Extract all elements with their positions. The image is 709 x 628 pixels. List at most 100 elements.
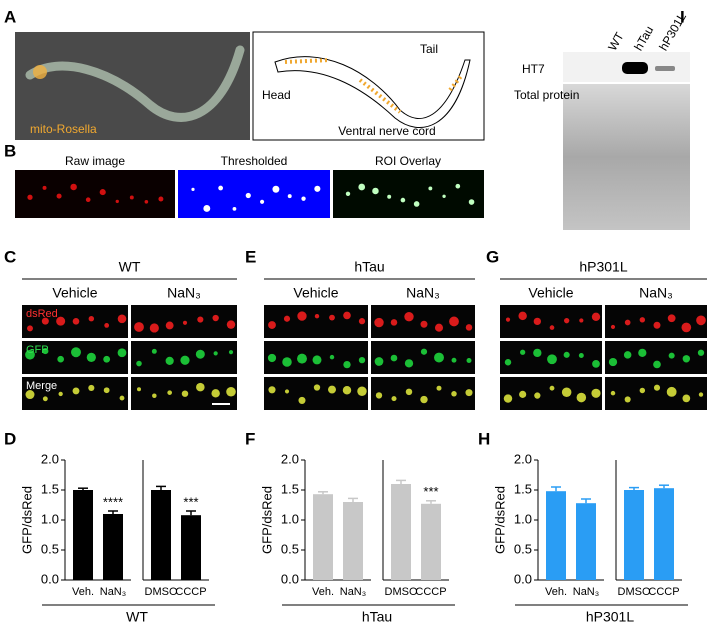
signal <box>57 355 64 363</box>
x-tick-label: DMSO <box>385 586 418 598</box>
roi-dot <box>27 194 33 200</box>
label-cord: Ventral nerve cord <box>338 124 435 138</box>
micro-image <box>264 305 368 338</box>
signal <box>420 348 428 355</box>
signal <box>71 347 81 358</box>
signal <box>103 355 111 363</box>
panel-label: H <box>478 429 490 448</box>
roi-dot <box>358 183 366 191</box>
signal <box>682 355 691 363</box>
panel-label: C <box>4 247 16 266</box>
signal <box>639 387 646 394</box>
roi-dot <box>70 183 77 191</box>
bar <box>151 490 171 580</box>
roi-dot <box>301 196 306 201</box>
signal <box>329 354 335 360</box>
signal <box>592 360 600 368</box>
x-tick-label: Veh. <box>545 586 567 598</box>
signal <box>165 356 174 365</box>
bar <box>576 503 596 580</box>
roi-image <box>333 170 484 218</box>
signal <box>56 316 66 326</box>
signal <box>165 321 174 330</box>
panel-label: I <box>680 7 685 26</box>
signal <box>375 392 383 399</box>
signal <box>434 352 444 363</box>
roi-dot <box>115 199 119 204</box>
y-tick-label: 0.5 <box>514 541 532 556</box>
panel-title: hTau <box>354 259 384 275</box>
signal <box>284 389 290 394</box>
x-axis-label: WT <box>126 609 148 625</box>
signal <box>88 384 95 391</box>
signal <box>358 356 366 364</box>
panel-label: G <box>486 247 499 266</box>
column-label: Vehicle <box>293 285 338 301</box>
signal <box>533 317 541 326</box>
signal <box>520 349 526 355</box>
column-label: Vehicle <box>528 285 573 301</box>
signal <box>313 384 321 391</box>
y-tick-label: 1.5 <box>41 481 59 496</box>
signal <box>86 352 96 363</box>
signal <box>451 391 457 397</box>
signal <box>390 354 398 362</box>
micro-image <box>500 377 602 410</box>
signal <box>682 394 691 403</box>
y-tick-label: 0.0 <box>281 571 299 586</box>
x-tick-label: CCCP <box>648 586 679 598</box>
signal <box>329 314 335 321</box>
roi-dot <box>245 192 251 199</box>
signal <box>576 392 587 403</box>
signal <box>213 351 218 356</box>
roi-dot <box>372 187 379 195</box>
blot-label: HT7 <box>522 62 545 76</box>
roi-dot <box>99 189 106 196</box>
signal <box>268 321 276 329</box>
image-label: Raw image <box>65 154 125 168</box>
roi-dot <box>442 194 446 198</box>
signal <box>298 396 306 404</box>
signal <box>563 351 570 358</box>
roi-dot <box>272 185 280 193</box>
lane-label: hTau <box>631 24 656 54</box>
signal <box>226 320 236 329</box>
row-label: dsRed <box>26 308 58 320</box>
y-axis-label: GFP/dsRed <box>492 486 507 554</box>
roi-dot <box>56 193 62 199</box>
bar <box>181 515 201 580</box>
signal <box>167 390 172 395</box>
x-tick-label: CCCP <box>175 586 206 598</box>
signal <box>268 386 276 394</box>
roi-dot <box>218 185 224 191</box>
signal <box>180 355 190 365</box>
panel-title: WT <box>119 259 141 275</box>
bar <box>103 514 123 580</box>
signal <box>518 311 527 321</box>
column-label: NaN₃ <box>406 285 440 301</box>
y-axis-label: GFP/dsRed <box>259 486 274 554</box>
y-tick-label: 1.5 <box>514 481 532 496</box>
signal <box>503 394 513 403</box>
thresholded-image <box>178 170 330 218</box>
micro-image <box>371 341 475 374</box>
signal <box>374 357 384 366</box>
signal <box>374 317 384 328</box>
lane-label: hP301L <box>656 10 689 53</box>
signal <box>623 351 632 359</box>
signal <box>697 349 705 356</box>
signal <box>465 389 473 397</box>
bar <box>654 488 674 580</box>
signal <box>653 360 661 369</box>
signal <box>624 396 631 403</box>
signal <box>197 316 204 323</box>
signal <box>466 357 472 363</box>
worm-outline <box>274 56 471 128</box>
signal <box>297 353 307 364</box>
worm-head-signal <box>33 65 47 79</box>
signal <box>211 389 220 398</box>
y-tick-label: 0.5 <box>281 541 299 556</box>
signal <box>668 352 675 359</box>
signal <box>420 395 428 404</box>
signal <box>119 395 125 401</box>
